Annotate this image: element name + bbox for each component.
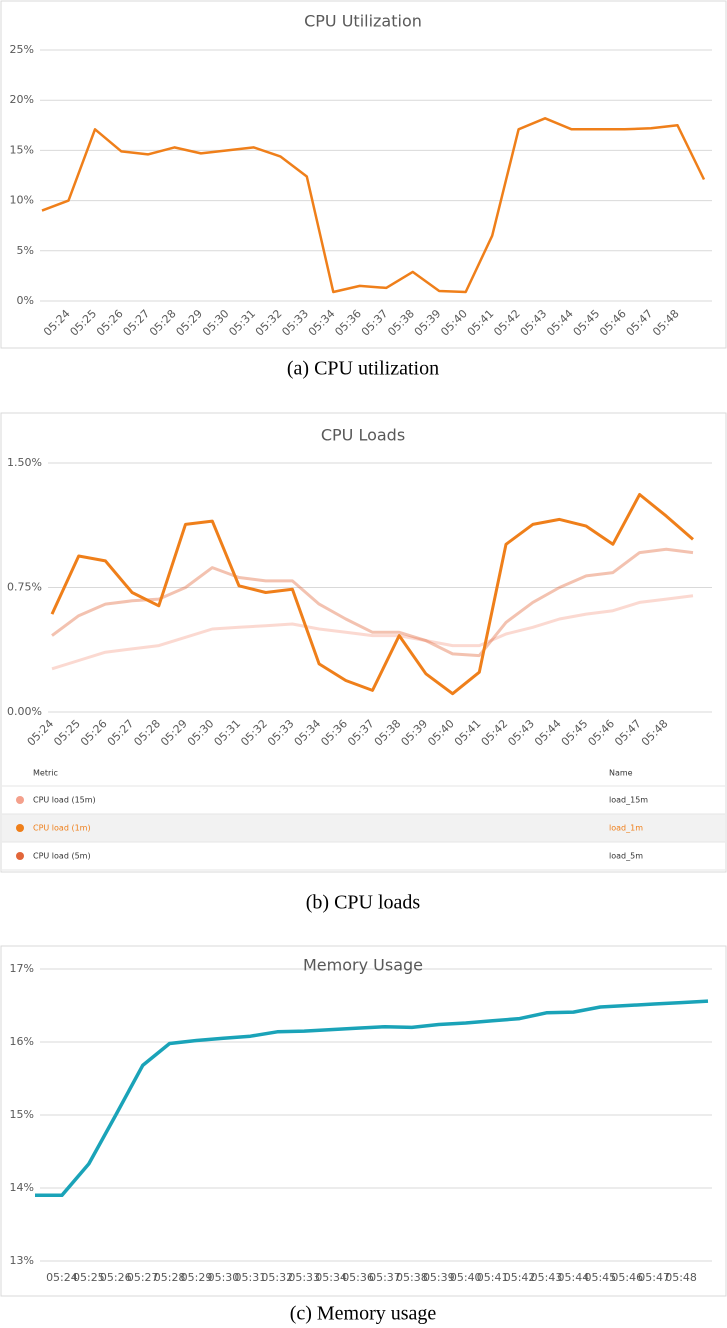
x-tick-label: 05:38 (396, 1271, 428, 1284)
x-tick-label: 05:34 (315, 1271, 347, 1284)
legend-dot (16, 796, 24, 804)
x-tick-label: 05:48 (665, 1271, 697, 1284)
caption: (b) CPU loads (306, 892, 421, 914)
series-line (41, 117, 706, 294)
x-tick-label: 05:44 (558, 1271, 590, 1284)
x-tick-label: 05:39 (423, 1271, 455, 1284)
legend-dot (16, 824, 24, 832)
y-tick-label: 17% (10, 962, 34, 975)
series-line (51, 594, 694, 671)
legend-header: Name (609, 769, 633, 778)
x-tick-label: 05:24 (46, 1271, 78, 1284)
x-tick-label: 05:41 (477, 1271, 509, 1284)
y-tick-label: 0.00% (7, 705, 42, 718)
x-tick-label: 05:46 (611, 1271, 643, 1284)
y-tick-label: 13% (10, 1254, 34, 1267)
y-tick-label: 15% (10, 143, 34, 156)
legend-row-highlight (2, 814, 725, 842)
y-tick-label: 20% (10, 93, 34, 106)
series-line (35, 999, 709, 1198)
y-tick-label: 10% (10, 194, 34, 207)
chart-panel (0, 412, 727, 873)
x-tick-label: 05:40 (450, 1271, 482, 1284)
caption: (a) CPU utilization (287, 358, 439, 380)
chart-title: CPU Utilization (304, 12, 422, 31)
y-tick-label: 25% (10, 43, 34, 56)
legend-dot (16, 852, 24, 860)
y-tick-label: 5% (17, 244, 34, 257)
y-tick-label: 0% (17, 294, 34, 307)
x-tick-label: 05:25 (73, 1271, 105, 1284)
x-tick-label: 05:43 (531, 1271, 563, 1284)
x-tick-label: 05:37 (369, 1271, 401, 1284)
y-tick-label: 1.50% (7, 456, 42, 469)
legend-id: load_15m (609, 796, 648, 805)
y-tick-label: 16% (10, 1035, 34, 1048)
x-tick-label: 05:26 (100, 1271, 132, 1284)
x-tick-label: 05:31 (235, 1271, 267, 1284)
caption: (c) Memory usage (290, 1303, 437, 1325)
chart-panel (0, 0, 727, 349)
y-tick-label: 14% (10, 1181, 34, 1194)
x-tick-label: 05:30 (208, 1271, 240, 1284)
x-tick-label: 05:42 (504, 1271, 536, 1284)
x-tick-label: 05:47 (638, 1271, 670, 1284)
legend-label: CPU load (5m) (33, 852, 91, 861)
y-tick-label: 15% (10, 1108, 34, 1121)
legend-label: CPU load (15m) (33, 796, 96, 805)
chart-panel (0, 945, 727, 1297)
x-tick-label: 05:32 (261, 1271, 293, 1284)
x-tick-label: 05:45 (584, 1271, 616, 1284)
x-tick-label: 05:36 (342, 1271, 374, 1284)
chart-title: CPU Loads (321, 426, 405, 445)
legend-id: load_5m (609, 852, 643, 861)
series-line (51, 547, 694, 658)
legend-header: Metric (33, 769, 58, 778)
y-tick-label: 0.75% (7, 581, 42, 594)
x-tick-label: 05:33 (288, 1271, 320, 1284)
legend-id: load_1m (609, 824, 643, 833)
x-tick-label: 05:29 (181, 1271, 213, 1284)
x-tick-label: 05:27 (127, 1271, 159, 1284)
x-tick-label: 05:28 (154, 1271, 186, 1284)
chart-title: Memory Usage (303, 956, 423, 975)
series-line (50, 493, 694, 696)
legend-label: CPU load (1m) (33, 824, 91, 833)
